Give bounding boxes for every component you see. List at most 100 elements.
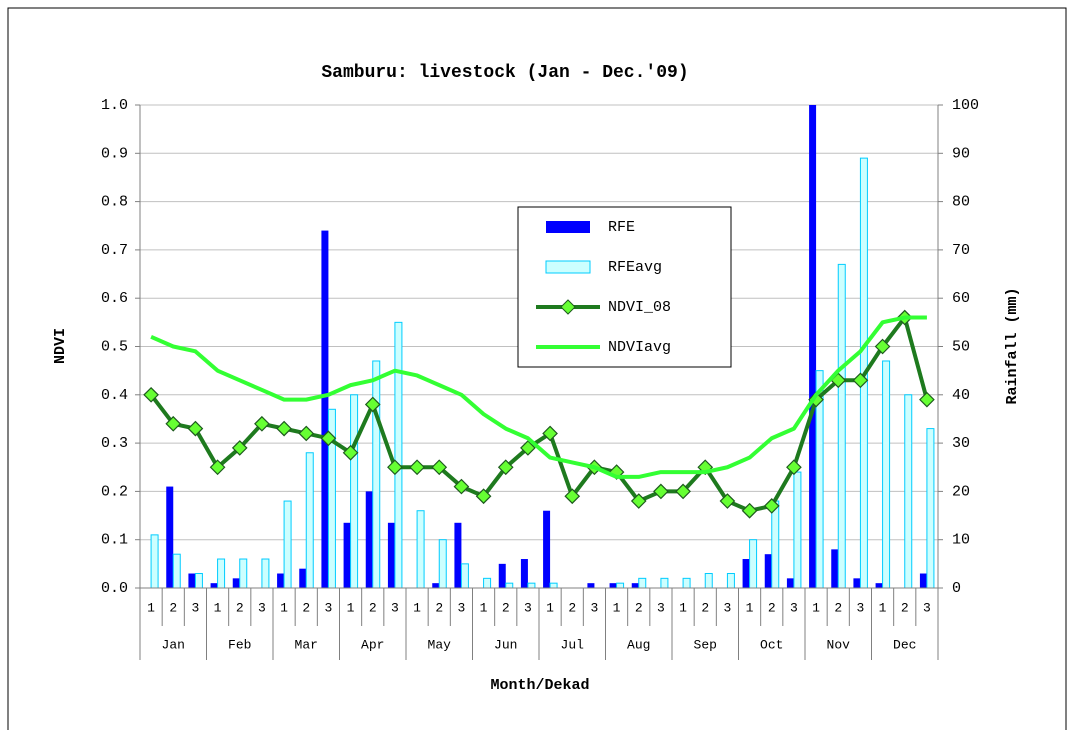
bar [387, 522, 395, 588]
y-tick-label: 0.1 [101, 532, 128, 549]
marker [497, 459, 514, 476]
dekad-label: 1 [546, 600, 554, 615]
bar [283, 500, 292, 589]
bar [726, 573, 735, 589]
y-tick-label: 0.5 [101, 338, 128, 355]
dekad-label: 1 [413, 600, 421, 615]
dekad-label: 2 [435, 600, 443, 615]
month-label: Oct [760, 637, 783, 652]
y-tick-label: 0.0 [101, 580, 128, 597]
y2-tick-label: 30 [952, 435, 970, 452]
y-tick-label: 0.9 [101, 145, 128, 162]
y2-tick-label: 20 [952, 483, 970, 500]
dekad-label: 1 [746, 600, 754, 615]
bar [660, 577, 669, 589]
dekad-label: 3 [591, 600, 599, 615]
dekad-label: 3 [391, 600, 399, 615]
marker [320, 430, 337, 447]
bar [277, 573, 285, 588]
marker [165, 415, 182, 432]
month-label: Apr [361, 637, 384, 652]
bar [261, 558, 270, 589]
y2-tick-label: 80 [952, 194, 970, 211]
lines [143, 309, 935, 519]
dekad-label: 2 [502, 600, 510, 615]
marker [431, 459, 448, 476]
month-label: Sep [694, 637, 717, 652]
bar [166, 486, 174, 588]
frame [7, 7, 1067, 730]
marker [852, 372, 869, 389]
x-axis-label: Month/Dekad [490, 677, 589, 694]
bar [305, 452, 314, 589]
bar [350, 394, 359, 589]
bar [150, 534, 159, 589]
marker [276, 420, 292, 437]
y2-tick-label: 40 [952, 387, 970, 404]
marker [874, 338, 891, 355]
y2-axis-label: Rainfall (mm) [1004, 287, 1021, 404]
bar [172, 553, 181, 589]
bar [704, 573, 713, 589]
bar [239, 558, 248, 589]
bar [498, 563, 506, 588]
bar [837, 263, 846, 589]
bar [853, 578, 861, 588]
dekad-label: 3 [524, 600, 532, 615]
dekad-label: 2 [302, 600, 310, 615]
month-label: Nov [827, 637, 851, 652]
marker [808, 391, 824, 408]
bar [631, 583, 639, 588]
legend-marker [560, 299, 576, 315]
bar [372, 360, 381, 589]
legend-label: NDVI_08 [608, 299, 671, 316]
marker [254, 415, 270, 432]
marker [364, 396, 381, 413]
y-tick-label: 0.2 [101, 483, 128, 500]
legend-label: RFE [608, 219, 635, 236]
y-tick-label: 0.4 [101, 387, 128, 404]
legend-swatch [545, 260, 591, 274]
legend-label: RFEavg [608, 259, 662, 276]
bar [483, 577, 492, 589]
bar [343, 522, 351, 588]
legend: RFE RFEavg NDVI_08 NDVIavg [517, 206, 732, 368]
dekad-label: 2 [635, 600, 643, 615]
marker [187, 420, 204, 437]
y-tick-label: 0.7 [101, 242, 128, 259]
bar [505, 582, 514, 589]
bar [616, 582, 625, 589]
bar [299, 568, 307, 588]
bar [527, 582, 536, 589]
dekad-label: 2 [834, 600, 842, 615]
y-tick-label: 0.8 [101, 194, 128, 211]
bar [771, 500, 780, 589]
dekad-label: 3 [923, 600, 931, 615]
bar [438, 539, 447, 589]
dekad-label: 2 [236, 600, 244, 615]
bar [365, 491, 373, 588]
bar [549, 582, 558, 589]
marker [630, 493, 647, 509]
bar [210, 583, 218, 588]
marker [342, 444, 359, 461]
bar [394, 321, 403, 589]
bar [232, 578, 240, 588]
legend-label: NDVIavg [608, 339, 671, 356]
marker [653, 483, 669, 500]
marker [564, 488, 581, 505]
bar [321, 230, 329, 588]
marker [231, 440, 248, 456]
bar [809, 105, 817, 588]
marker [387, 459, 403, 476]
marker [675, 483, 691, 500]
legend-swatch [546, 221, 590, 233]
y-tick-label: 0.6 [101, 290, 128, 307]
bar [786, 578, 794, 588]
dekad-label: 1 [879, 600, 887, 615]
dekad-label: 1 [679, 600, 687, 615]
bar [460, 563, 469, 589]
y2-tick-label: 10 [952, 532, 970, 549]
bar [749, 539, 758, 589]
